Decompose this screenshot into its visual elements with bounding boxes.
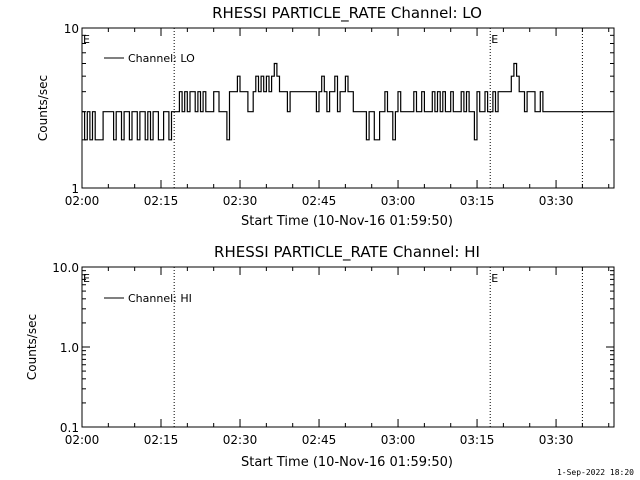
x-axis-label: Start Time (10-Nov-16 01:59:50) xyxy=(241,455,453,470)
legend-label: Channel: LO xyxy=(128,52,195,65)
event-marker-label: E xyxy=(83,33,90,46)
footer-timestamp: 1-Sep-2022 18:20 xyxy=(556,468,634,477)
panel-hi: RHESSI PARTICLE_RATE Channel: HI Counts/… xyxy=(25,243,615,470)
y-tick-label: 10 xyxy=(64,22,79,36)
chart-title: RHESSI PARTICLE_RATE Channel: HI xyxy=(214,243,480,262)
x-tick-label: 03:15 xyxy=(460,194,495,208)
y-tick-label: 10.0 xyxy=(52,261,79,275)
x-tick-label: 02:30 xyxy=(223,194,258,208)
event-marker-label: E xyxy=(491,33,498,46)
x-tick-label: 03:30 xyxy=(539,433,574,447)
series-line xyxy=(82,62,612,141)
x-tick-label: 03:15 xyxy=(460,433,495,447)
vertical-marker-lines xyxy=(173,267,583,427)
tick-group: 02:00 02:15 02:30 02:45 03:00 03:15 03:30 0.1 1.… xyxy=(52,261,614,447)
x-tick-label: 02:00 xyxy=(65,194,100,208)
x-tick-label: 03:00 xyxy=(381,194,416,208)
plot-frame xyxy=(81,266,615,428)
y-axis-label: Counts/sec xyxy=(36,75,50,141)
tick-group: 02:00 02:15 02:30 02:45 03:00 03:15 03:30 1 10 xyxy=(64,22,614,208)
x-tick-label: 03:30 xyxy=(539,194,574,208)
event-marker-label: E xyxy=(491,272,498,285)
panel-lo: RHESSI PARTICLE_RATE Channel: LO Counts/… xyxy=(36,4,615,229)
x-tick-label: 02:30 xyxy=(223,433,258,447)
x-tick-label: 03:00 xyxy=(381,433,416,447)
y-tick-label: 1 xyxy=(71,182,79,196)
y-tick-label: 1.0 xyxy=(60,341,79,355)
x-tick-label: 02:45 xyxy=(302,433,337,447)
y-axis-label: Counts/sec xyxy=(25,314,39,380)
legend-label: Channel: HI xyxy=(128,292,192,305)
x-tick-label: 02:45 xyxy=(302,194,337,208)
x-axis-label: Start Time (10-Nov-16 01:59:50) xyxy=(241,214,453,229)
x-tick-label: 02:00 xyxy=(65,433,100,447)
vertical-marker-lines xyxy=(173,28,583,188)
event-marker-label: E xyxy=(83,272,90,285)
x-tick-label: 02:15 xyxy=(144,433,179,447)
y-tick-label: 0.1 xyxy=(60,421,79,435)
x-tick-label: 02:15 xyxy=(144,194,179,208)
plot-frame xyxy=(81,27,615,189)
chart-title: RHESSI PARTICLE_RATE Channel: LO xyxy=(212,4,482,23)
series-group xyxy=(82,62,612,141)
